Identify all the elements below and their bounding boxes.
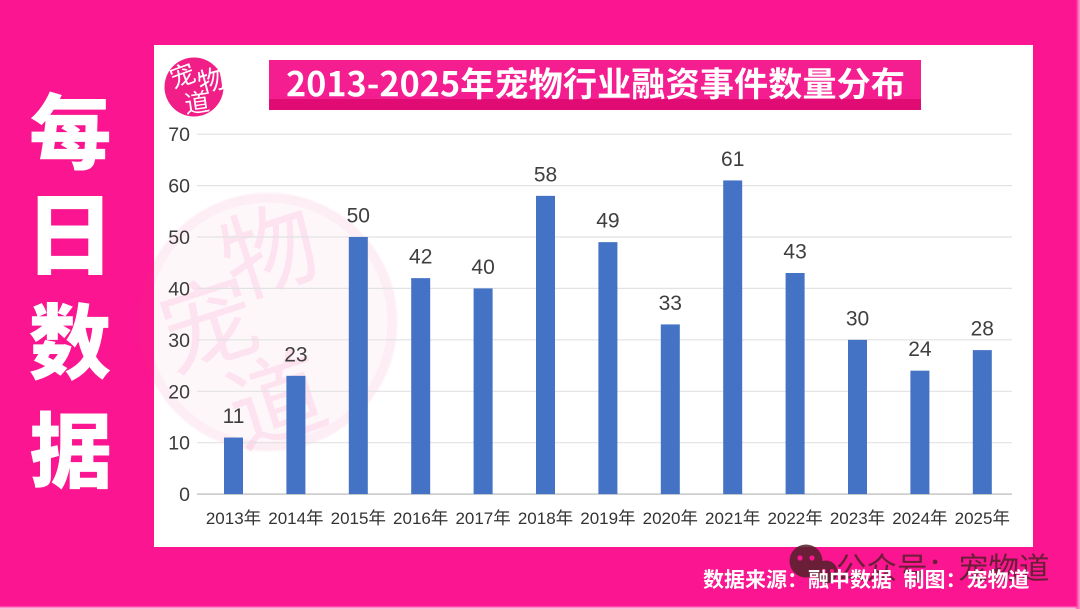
svg-text:2013: 2013 xyxy=(206,509,244,528)
svg-text:30: 30 xyxy=(168,330,190,352)
svg-text:2015: 2015 xyxy=(331,509,369,528)
svg-text:2016: 2016 xyxy=(393,509,431,528)
svg-text:50: 50 xyxy=(347,205,370,228)
svg-text:2024: 2024 xyxy=(892,509,930,528)
svg-text:2022: 2022 xyxy=(767,509,805,528)
svg-text:2018: 2018 xyxy=(518,509,556,528)
svg-text:70: 70 xyxy=(168,124,190,146)
svg-text:24: 24 xyxy=(908,338,932,361)
svg-text:2019: 2019 xyxy=(580,509,618,528)
svg-text:2020: 2020 xyxy=(643,509,681,528)
svg-text:28: 28 xyxy=(971,318,994,341)
svg-text:2025: 2025 xyxy=(955,509,993,528)
svg-text:58: 58 xyxy=(534,163,557,186)
svg-text:60: 60 xyxy=(168,176,190,198)
svg-text:2017: 2017 xyxy=(455,509,493,528)
svg-text:20: 20 xyxy=(168,381,190,403)
svg-text:2014: 2014 xyxy=(268,509,306,528)
svg-text:40: 40 xyxy=(471,256,494,279)
svg-text:50: 50 xyxy=(168,227,190,249)
svg-text:49: 49 xyxy=(596,210,619,233)
svg-text:43: 43 xyxy=(783,241,806,264)
svg-text:10: 10 xyxy=(168,433,190,455)
svg-text:2021: 2021 xyxy=(705,509,743,528)
svg-text:30: 30 xyxy=(846,307,869,330)
svg-text:33: 33 xyxy=(659,292,682,315)
svg-text:2023: 2023 xyxy=(830,509,868,528)
svg-text:11: 11 xyxy=(223,405,245,428)
svg-text:61: 61 xyxy=(721,148,744,171)
svg-text:23: 23 xyxy=(284,343,307,366)
svg-text:40: 40 xyxy=(168,278,190,300)
svg-text:42: 42 xyxy=(409,246,432,269)
svg-text:0: 0 xyxy=(179,484,190,506)
